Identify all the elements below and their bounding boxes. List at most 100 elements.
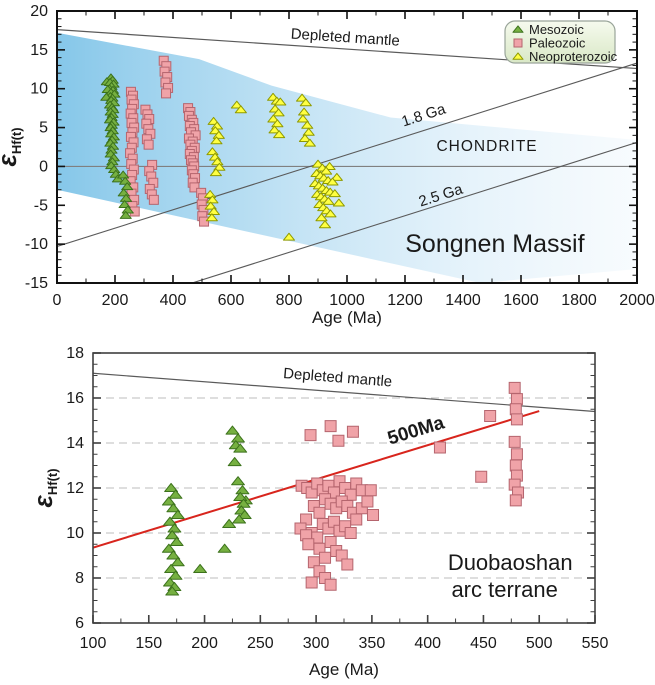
paleozoic-point: [324, 578, 337, 591]
annotation-chondrite: CHONDRITE: [436, 138, 537, 155]
paleozoic-point: [319, 551, 332, 564]
neoproterozoic-point: [328, 189, 341, 198]
duobaoshan-arc-chart: 100 150 200 250 300 350 400 450 500 550 6 8 10 12 14 16…: [28, 345, 609, 679]
svg-text:εHf(t): εHf(t): [0, 127, 24, 166]
neoproterozoic-point: [273, 130, 286, 139]
mesozoic-point: [168, 489, 183, 499]
neoproterozoic-point: [210, 136, 223, 145]
y-tick-label: 16: [66, 390, 84, 407]
mesozoic-point: [225, 425, 240, 435]
mesozoic-point: [236, 498, 251, 508]
y-tick-label: 12: [66, 480, 84, 497]
mesozoic-point: [165, 586, 180, 596]
paleozoic-point: [161, 88, 172, 99]
annotation-duobaoshan: Duobaoshan: [448, 550, 573, 575]
neoproterozoic-point: [211, 157, 224, 166]
paleozoic-point: [313, 506, 326, 519]
legend-mesozoic-marker: [512, 25, 524, 33]
neoproterozoic-point: [299, 98, 312, 107]
paleozoic-point: [305, 576, 318, 589]
paleozoic-point: [361, 495, 374, 508]
y-tick-label: 20: [30, 3, 48, 20]
mesozoic-point: [233, 491, 248, 502]
neoproterozoic-point: [298, 134, 311, 142]
x-axis-label: Age (Ma): [309, 660, 379, 679]
x-tick-label: 500: [526, 635, 553, 652]
mesozoic-point: [161, 543, 176, 553]
neoproterozoic-point: [303, 138, 316, 147]
y-tick-label: -5: [34, 197, 48, 214]
x-tick-label: 300: [303, 635, 330, 652]
neoproterozoic-point: [230, 100, 243, 109]
neoproterozoic-point: [298, 107, 311, 116]
neoproterozoic-point: [320, 166, 333, 175]
neoproterozoic-point: [207, 207, 220, 216]
neoproterozoic-point: [332, 198, 345, 207]
y-axis-label: εHf(t): [0, 127, 24, 166]
paleozoic-point: [509, 403, 522, 416]
paleozoic-point: [508, 435, 521, 448]
paleozoic-point: [510, 393, 523, 406]
neoproterozoic-point: [209, 168, 222, 177]
neoproterozoic-point: [330, 172, 343, 181]
paleozoic-point: [302, 538, 315, 551]
x-tick-label: 1400: [445, 292, 481, 309]
paleozoic-point: [367, 509, 380, 521]
mesozoic-point: [168, 570, 183, 580]
y-tick-label: 18: [66, 345, 84, 362]
neoproterozoic-point: [271, 119, 284, 128]
mesozoic-point: [167, 523, 182, 533]
neoproterozoic-point: [324, 209, 337, 218]
mesozoic-point: [164, 563, 179, 574]
legend-box: [504, 20, 616, 64]
x-tick-label: 200: [102, 292, 129, 309]
songnen-massif-chart: 0 200 400 600 800 1000 1200 1400 1600 1800 2000-15…: [0, 3, 655, 327]
mesozoic-point: [169, 536, 184, 547]
mesozoic-series: [161, 425, 253, 596]
paleozoic-point: [332, 434, 345, 447]
x-tick-label: 600: [218, 292, 245, 309]
paleozoic-point: [148, 194, 159, 205]
crust-2.5Ga-line: [190, 141, 637, 283]
x-tick-label: 400: [414, 635, 441, 652]
y-tick-label: 10: [66, 525, 84, 542]
mesozoic-point: [165, 530, 180, 540]
x-tick-label: 2000: [619, 292, 655, 309]
crust-1.8Ga-line: [57, 62, 637, 247]
neoproterozoic-point: [282, 232, 296, 241]
mesozoic-point: [231, 476, 245, 486]
paleozoic-series: [125, 55, 210, 227]
mesozoic-point: [163, 516, 177, 526]
y-tick-label: 0: [39, 158, 48, 175]
neoproterozoic-point: [213, 162, 226, 171]
y-tick-label: 6: [75, 615, 84, 632]
y-tick-label: -10: [25, 236, 48, 253]
mesozoic-point: [170, 509, 185, 520]
paleozoic-point: [510, 413, 523, 426]
mesozoic-point: [119, 176, 132, 185]
mesozoic-point: [237, 509, 252, 520]
svg-text:εHf(t): εHf(t): [28, 468, 60, 507]
mesozoic-point: [120, 193, 133, 202]
x-tick-label: 1000: [329, 292, 365, 309]
legend-paleozoic-label: Paleozoic: [529, 36, 586, 51]
paleozoic-point: [484, 410, 497, 422]
paleozoic-point: [350, 513, 363, 526]
mesozoic-point: [193, 563, 208, 574]
y-tick-label: 14: [66, 435, 84, 452]
mesozoic-series: [100, 73, 134, 219]
neoproterozoic-point: [315, 213, 328, 222]
annotation-songnen-massif: Songnen Massif: [405, 230, 584, 258]
y-tick-label: -15: [25, 275, 48, 292]
y-tick-label: 8: [75, 570, 84, 587]
neoproterozoic-point: [205, 213, 218, 222]
paleozoic-series: [294, 381, 525, 591]
paleozoic-point: [341, 558, 354, 571]
neoproterozoic-point: [274, 97, 287, 106]
x-tick-label: 100: [80, 635, 107, 652]
paleozoic-point: [510, 448, 523, 461]
legend-mesozoic-label: Mesozoic: [529, 22, 584, 37]
paleozoic-point: [143, 139, 154, 150]
x-tick-label: 550: [582, 635, 609, 652]
